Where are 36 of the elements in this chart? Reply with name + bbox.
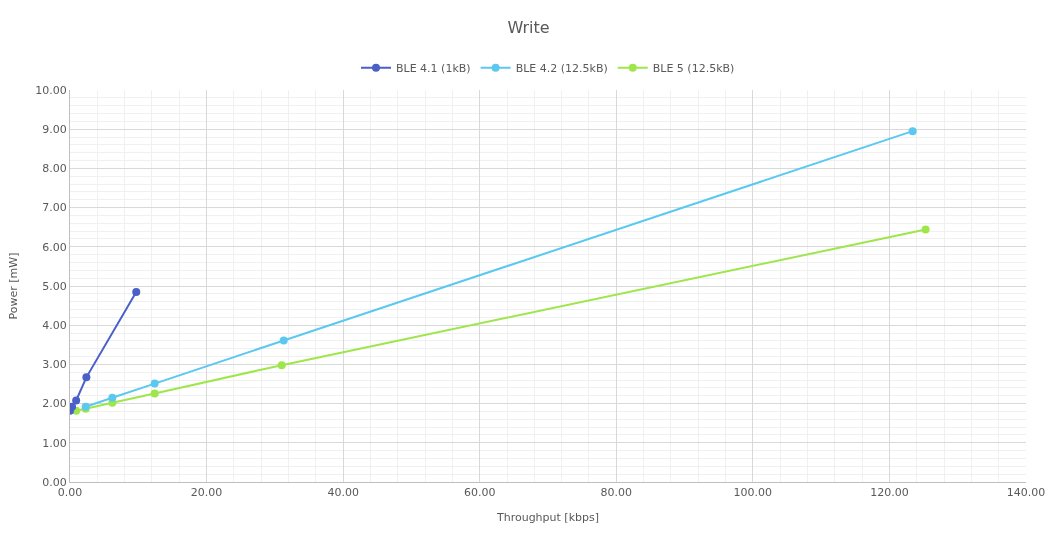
x-tick-label: 0.00 <box>57 486 83 500</box>
y-tick-label: 6.00 <box>42 240 67 254</box>
y-tick-label: 5.00 <box>42 279 67 293</box>
x-tick-label: 20.00 <box>190 486 223 500</box>
legend-label: BLE 4.1 (1kB) <box>396 61 471 75</box>
y-tick-label: 10.00 <box>35 83 67 97</box>
y-tick-label: 3.00 <box>42 358 67 372</box>
chart-title: Write <box>507 17 550 37</box>
x-tick-label: 40.00 <box>327 486 359 500</box>
legend-label: BLE 5 (12.5kB) <box>652 61 735 75</box>
point <box>921 225 930 234</box>
y-tick-label: 4.00 <box>42 319 67 333</box>
x-tick-label: 120.00 <box>870 486 909 500</box>
x-tick-label: 80.00 <box>600 486 633 500</box>
point <box>150 379 159 388</box>
y-tick-label: 7.00 <box>42 201 67 215</box>
x-axis-title: Throughput [kbps] <box>495 511 600 525</box>
point <box>70 402 77 411</box>
point <box>908 127 917 136</box>
y-axis-title: Power [mW] <box>6 252 20 320</box>
y-tick-label: 1.00 <box>42 436 67 450</box>
point <box>279 336 288 345</box>
point <box>150 389 159 398</box>
point <box>82 373 91 382</box>
y-tick-label: 8.00 <box>42 162 67 176</box>
point <box>277 361 286 370</box>
legend-label: BLE 4.2 (12.5kB) <box>515 61 608 75</box>
y-tick-label: 0.00 <box>42 475 67 489</box>
point <box>72 396 81 405</box>
x-tick-label: 140.00 <box>1006 486 1046 500</box>
x-tick-label: 60.00 <box>463 486 496 500</box>
x-tick-label: 100.00 <box>733 486 773 500</box>
point <box>132 287 141 296</box>
y-tick-label: 2.00 <box>42 397 67 411</box>
point <box>108 393 117 402</box>
y-tick-label: 9.00 <box>42 123 67 137</box>
